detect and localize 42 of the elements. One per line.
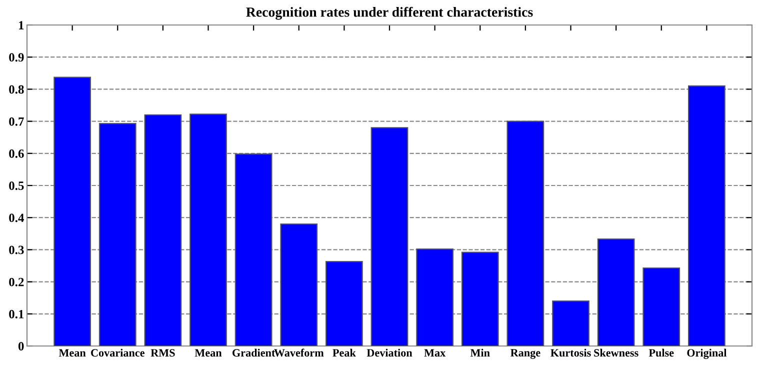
x-tick-label: Waveform bbox=[274, 348, 324, 357]
y-tick-label: 0.6 bbox=[9, 149, 24, 158]
bar bbox=[552, 300, 590, 346]
bar bbox=[597, 238, 635, 346]
x-tick-label: Deviation bbox=[366, 348, 412, 357]
x-tick-label: Range bbox=[510, 349, 540, 359]
bar bbox=[234, 153, 272, 346]
x-tick-label: Min bbox=[470, 348, 490, 356]
x-tick-label: RMS bbox=[150, 349, 175, 357]
x-tick-label: Kurtosis bbox=[550, 348, 591, 357]
x-tick-label: Mean bbox=[58, 349, 86, 357]
bar bbox=[144, 114, 182, 346]
bar bbox=[326, 261, 363, 346]
bar bbox=[461, 252, 499, 346]
bar bbox=[506, 120, 544, 346]
bar bbox=[280, 223, 318, 346]
y-tick-label: 0.3 bbox=[9, 246, 24, 254]
y-tick-label: 0.5 bbox=[9, 182, 24, 190]
bar bbox=[370, 127, 408, 346]
x-tick-label: Skewness bbox=[594, 348, 638, 357]
bar bbox=[642, 267, 680, 346]
bar bbox=[98, 122, 136, 346]
y-tick-label: 0.2 bbox=[9, 278, 24, 286]
bar bbox=[54, 76, 91, 346]
y-tick-label: 0.7 bbox=[9, 117, 24, 126]
x-tick-label: Covariance bbox=[91, 348, 144, 357]
bar bbox=[416, 248, 454, 346]
x-tick-label: Mean bbox=[194, 349, 222, 357]
x-tick-label: Original bbox=[687, 348, 727, 359]
x-tick-label: Pulse bbox=[648, 348, 674, 357]
y-tick-label: 0.4 bbox=[9, 214, 24, 222]
y-tick-label: 0.8 bbox=[9, 85, 24, 94]
y-tick-label: 1 bbox=[18, 21, 24, 30]
y-tick-label: 0.9 bbox=[9, 53, 24, 62]
y-tick-label: 0.1 bbox=[9, 310, 24, 318]
x-tick-label: Peak bbox=[332, 348, 356, 357]
y-tick-label: 0 bbox=[18, 342, 24, 350]
x-tick-label: Gradient bbox=[232, 348, 276, 357]
x-tick-label: Max bbox=[424, 349, 446, 357]
bar bbox=[688, 85, 726, 346]
bar bbox=[190, 114, 227, 346]
chart-title: Recognition rates under different characteristics bbox=[246, 6, 533, 20]
